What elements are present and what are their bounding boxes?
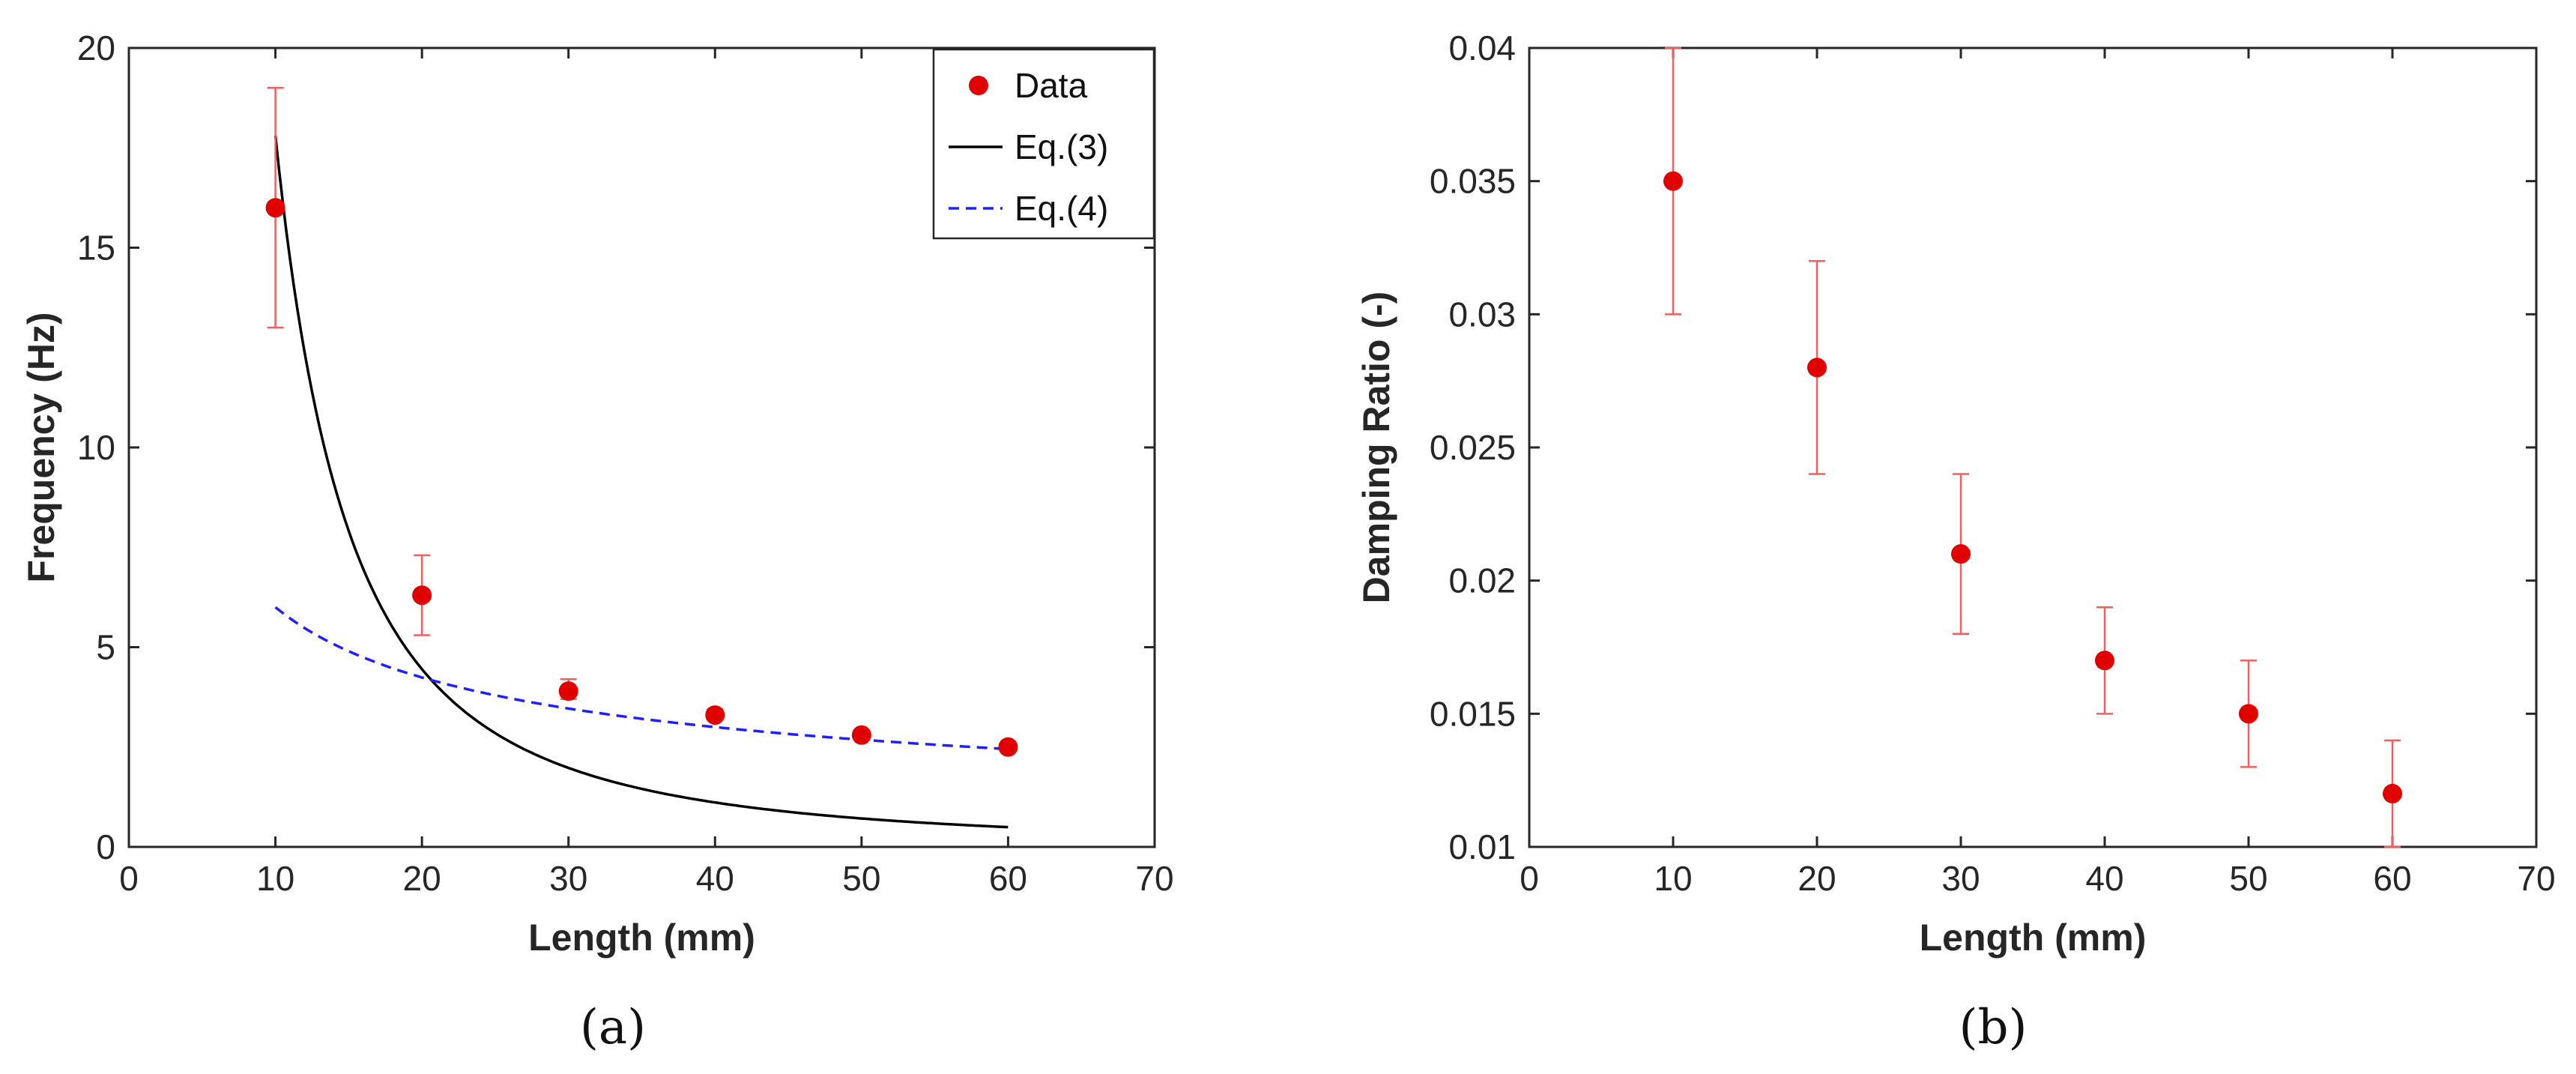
- data-point: [2095, 651, 2114, 671]
- x-tick-label: 60: [989, 859, 1027, 898]
- data-point: [851, 725, 871, 745]
- x-axis-label: Length (mm): [528, 917, 755, 959]
- y-tick-label: 0.015: [1430, 694, 1516, 733]
- data-point: [558, 681, 578, 702]
- y-tick-label: 0.035: [1430, 162, 1516, 201]
- chart-panel-a: 0 10 20 30 40 50 60 70 0 5 10 15 20 Length (mm) Freque…: [20, 28, 1174, 1055]
- data-point: [1663, 171, 1683, 191]
- data-point: [1807, 358, 1827, 378]
- series-line-eq-3-: [273, 136, 1009, 829]
- x-tick-label: 40: [2085, 859, 2123, 898]
- x-tick-label: 30: [549, 859, 587, 898]
- x-tick-label: 40: [696, 859, 734, 898]
- legend-label: Eq.(4): [1015, 189, 1108, 228]
- data-point: [2239, 704, 2258, 724]
- x-tick-label: 60: [2373, 859, 2411, 898]
- x-tick-label: 70: [1135, 859, 1173, 898]
- legend-marker-data: [969, 76, 988, 95]
- y-tick-label: 15: [77, 229, 115, 268]
- y-tick-label: 0.025: [1430, 428, 1516, 467]
- data-point: [412, 585, 432, 606]
- x-tick-label: 70: [2517, 859, 2555, 898]
- data-point: [265, 198, 285, 218]
- x-tick-label: 50: [2229, 859, 2267, 898]
- x-axis-label: Length (mm): [1920, 917, 2147, 959]
- y-tick-label: 5: [96, 628, 115, 667]
- x-tick-label: 10: [256, 859, 294, 898]
- legend-label: Data: [1015, 66, 1088, 105]
- series-line-eq-4-: [274, 606, 1009, 751]
- data-point: [2383, 783, 2402, 803]
- x-tick-label: 0: [119, 859, 139, 898]
- data-point: [705, 705, 725, 725]
- x-tick-label: 0: [1520, 859, 1539, 898]
- x-tick-label: 20: [1798, 859, 1836, 898]
- panel-caption: (b): [1959, 1000, 2028, 1055]
- x-tick-label: 10: [1654, 859, 1692, 898]
- data-point: [998, 737, 1018, 757]
- y-tick-label: 0.02: [1448, 561, 1516, 600]
- y-axis-label: Damping Ratio (-): [1355, 292, 1397, 604]
- chart-panel-b: 0 10 20 30 40 50 60 70 0.01 0.015 0.02 0.025 0.03 0.0…: [1355, 28, 2556, 1055]
- y-axis-label: Frequency (Hz): [20, 312, 62, 582]
- legend-label: Eq.(3): [1015, 127, 1108, 166]
- axes-box: [1528, 46, 2538, 848]
- panel-caption: (a): [580, 1000, 646, 1055]
- y-tick-label: 0: [96, 827, 115, 866]
- y-tick-label: 0.01: [1448, 827, 1516, 866]
- x-tick-label: 30: [1941, 859, 1980, 898]
- y-tick-label: 0.04: [1448, 28, 1516, 67]
- y-tick-label: 20: [77, 28, 115, 67]
- y-tick-label: 10: [77, 428, 115, 467]
- x-tick-label: 20: [403, 859, 441, 898]
- data-point: [1951, 544, 1971, 564]
- x-tick-label: 50: [842, 859, 880, 898]
- y-tick-label: 0.03: [1448, 295, 1516, 334]
